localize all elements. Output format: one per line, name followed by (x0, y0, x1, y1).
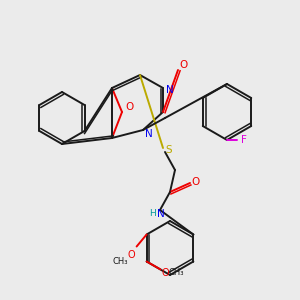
Text: O: O (192, 177, 200, 187)
Text: CH₃: CH₃ (113, 257, 128, 266)
Text: N: N (157, 209, 165, 219)
Text: N: N (166, 85, 174, 95)
Text: O: O (162, 268, 170, 278)
Text: H: H (150, 209, 156, 218)
Text: F: F (241, 135, 247, 145)
Text: O: O (125, 102, 133, 112)
Text: CH₃: CH₃ (169, 268, 184, 277)
Text: N: N (145, 129, 153, 139)
Text: O: O (179, 60, 187, 70)
Text: O: O (128, 250, 135, 260)
Text: S: S (166, 145, 172, 155)
